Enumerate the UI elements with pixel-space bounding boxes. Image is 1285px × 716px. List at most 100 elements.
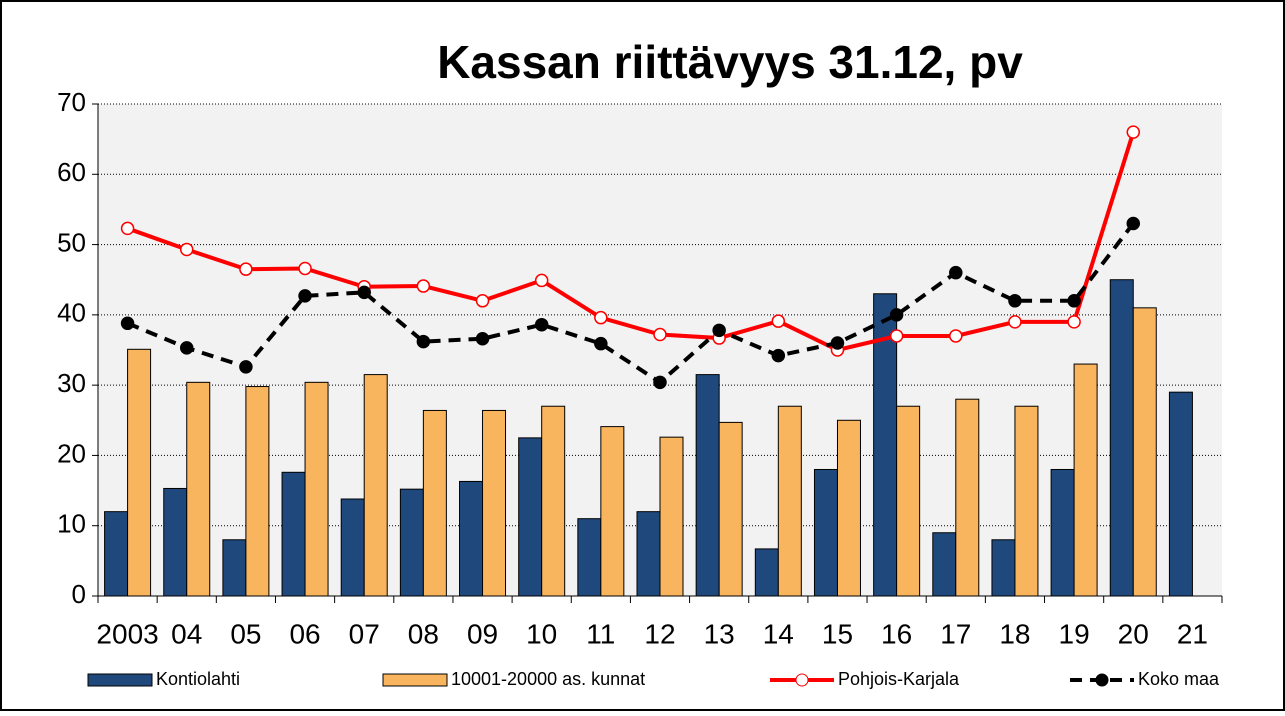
- bar: [1073, 363, 1098, 597]
- bar: [1109, 279, 1134, 597]
- legend-swatch: [382, 673, 448, 687]
- x-tick-label: 14: [763, 618, 794, 649]
- legend-marker: [1095, 673, 1109, 687]
- marker: [475, 294, 490, 308]
- y-tick-label: 20: [57, 438, 86, 468]
- marker: [771, 348, 786, 363]
- marker: [1067, 315, 1081, 329]
- bar: [600, 426, 625, 597]
- bar: [991, 539, 1016, 597]
- y-tick-label: 60: [57, 157, 86, 187]
- x-tick-label: 17: [940, 618, 971, 649]
- bar: [482, 409, 507, 597]
- x-tick-label: 08: [408, 618, 439, 649]
- marker: [771, 314, 786, 328]
- bar: [245, 386, 270, 597]
- x-tick-label: 04: [171, 618, 202, 649]
- bar: [932, 532, 957, 597]
- marker: [120, 316, 135, 331]
- x-tick-label: 09: [467, 618, 498, 649]
- marker: [534, 317, 549, 332]
- marker: [179, 341, 194, 355]
- marker: [298, 289, 312, 303]
- bar: [955, 398, 980, 597]
- legend-label: Kontiolahti: [156, 669, 240, 689]
- marker: [1067, 294, 1081, 308]
- x-tick-label: 16: [881, 618, 912, 649]
- marker: [889, 308, 904, 322]
- marker: [712, 323, 726, 338]
- bar: [127, 348, 152, 597]
- bar: [695, 374, 720, 597]
- legend-label: 10001-20000 as. kunnat: [451, 669, 645, 689]
- marker: [357, 285, 371, 300]
- line: [126, 131, 1136, 353]
- marker: [949, 329, 963, 343]
- bar: [340, 498, 365, 597]
- marker: [653, 327, 667, 342]
- legend-label: Pohjois-Karjala: [838, 669, 960, 689]
- marker: [594, 336, 608, 351]
- bar: [896, 405, 921, 597]
- y-tick-label: 70: [57, 87, 86, 117]
- chart-title: Kassan riittävyys 31.12, pv: [437, 36, 1023, 88]
- marker: [416, 334, 431, 349]
- marker: [889, 329, 904, 343]
- bar: [459, 480, 484, 597]
- bar: [541, 405, 566, 597]
- bar: [163, 487, 188, 597]
- bar: [304, 381, 329, 597]
- marker: [594, 310, 608, 325]
- bar: [1168, 391, 1193, 597]
- y-tick-label: 50: [57, 227, 86, 257]
- bar: [813, 468, 838, 597]
- bar: [222, 539, 247, 597]
- line: [126, 222, 1135, 385]
- x-tick-label: 18: [999, 618, 1030, 649]
- bar: [636, 511, 661, 597]
- y-tick-label: 40: [57, 298, 86, 328]
- x-tick-label: 10: [526, 618, 557, 649]
- legend-marker: [795, 673, 809, 687]
- y-tick-label: 0: [72, 579, 86, 609]
- bar: [577, 518, 602, 597]
- bar: [718, 421, 743, 597]
- bar: [399, 488, 424, 597]
- marker: [416, 279, 431, 293]
- bar: [422, 409, 447, 597]
- bar: [659, 436, 684, 597]
- x-tick-label: 06: [289, 618, 320, 649]
- y-tick-label: 30: [57, 368, 86, 398]
- x-tick-label: 11: [586, 618, 615, 649]
- bar: [186, 381, 211, 597]
- marker: [1126, 125, 1141, 139]
- bar: [1050, 468, 1075, 597]
- marker: [475, 332, 490, 346]
- marker: [120, 221, 135, 236]
- x-tick-label: 07: [349, 618, 380, 649]
- legend-swatch: [87, 673, 153, 687]
- x-tick-label: 21: [1177, 618, 1208, 649]
- bar: [104, 511, 129, 597]
- bar: [363, 374, 388, 597]
- marker: [179, 242, 194, 257]
- bar: [1132, 307, 1157, 597]
- marker: [653, 375, 667, 390]
- legend-label: Koko maa: [1138, 669, 1220, 689]
- marker: [949, 265, 963, 280]
- bar: [518, 437, 543, 597]
- bar: [777, 405, 802, 597]
- marker: [239, 360, 253, 374]
- marker: [298, 261, 312, 276]
- marker: [534, 273, 549, 288]
- bar: [754, 548, 779, 597]
- bar: [281, 471, 306, 597]
- x-tick-label: 05: [230, 618, 261, 649]
- x-tick-label: 2003: [96, 618, 158, 649]
- bar: [836, 419, 861, 597]
- x-tick-label: 12: [644, 618, 675, 649]
- y-tick-label: 10: [57, 509, 86, 539]
- marker: [1008, 315, 1022, 329]
- marker: [239, 262, 253, 276]
- x-tick-label: 15: [822, 618, 853, 649]
